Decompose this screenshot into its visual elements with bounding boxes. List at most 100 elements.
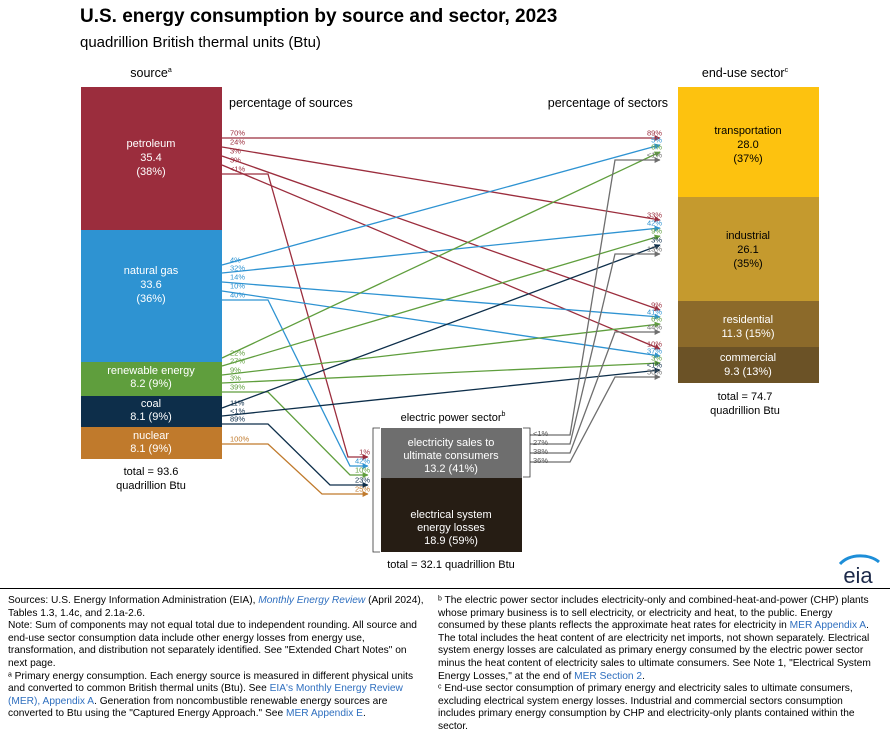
pct-transportation-3: <1% [647,151,663,160]
natural-gas-label: natural gas [124,265,179,277]
flow-renewable-industrial [221,234,661,367]
nuclear-label: nuclear [133,430,169,442]
sector-header: end-use sectorc [702,66,789,80]
renewable-box [81,362,222,396]
mer-link[interactable]: Monthly Energy Review [258,595,366,606]
residential-label: residential [723,314,773,326]
pct-commercial-2: 3% [651,354,662,363]
nuclear-box [81,427,222,459]
pct-electric-out-3: 36% [533,456,548,465]
sources-note: Sources: U.S. Energy Information Adminis… [8,595,424,619]
mer-appendix-a-link-2[interactable]: MER Appendix A [789,620,867,632]
flow-electric-industrial [530,251,661,445]
mer-section-2-link[interactable]: MER Section 2 [574,670,643,682]
pct-commercial-4: 50% [647,368,662,377]
flow-electric-commercial [530,374,661,463]
pct-petroleum-4: <1% [230,165,246,174]
pct-natural-gas-3: 10% [230,282,245,291]
electricity-sales-box [381,428,522,478]
eia-logo: eia [838,554,880,586]
flow-gas-electric [222,299,369,469]
flow-renewable-electric [222,391,369,478]
pct-industrial-1: 42% [647,219,662,228]
flow-petroleum-industrial [221,146,661,223]
pct-natural-gas-1: 32% [230,264,245,273]
flow-coal-commercial [221,367,661,417]
electric-input-bracket [372,427,380,553]
pct-commercial-0: 10% [647,340,662,349]
natural-gas-box [81,230,222,362]
flow-petroleum-residential [221,155,661,312]
pct-renewable-3: 3% [230,374,241,383]
pct-renewable-0: 22% [230,349,245,358]
pct-residential-2: 6% [651,315,662,324]
losses-label-2: energy losses [417,522,485,534]
industrial-label: industrial [726,230,770,242]
electrical-losses-box [381,478,522,552]
petroleum-value: 35.4 [140,152,161,164]
coal-box [81,396,222,427]
electric-total: total = 32.1 quadrillion Btu [387,559,515,571]
pct-industrial-3: 3% [651,236,662,245]
renewable-label: renewable energy [107,365,195,377]
pct-transportation-1: 5% [651,136,662,145]
footer-left: Sources: U.S. Energy Information Adminis… [8,595,428,721]
pct-coal-0: 11% [230,399,245,408]
industrial-box [678,197,819,301]
flow-gas-residential [221,281,661,320]
sources-total-unit: quadrillion Btu [116,480,186,492]
pct-petroleum-3: 3% [230,156,241,165]
pct-electric-in-4: 25% [355,485,370,494]
pct-industrial-2: 9% [651,227,662,236]
pct-sectors-label: percentage of sectors [548,96,668,110]
renewable-value: 8.2 (9%) [130,378,172,390]
pct-sources-label: percentage of sources [229,96,353,110]
sources-total: total = 93.6 [124,466,179,478]
transportation-box [678,87,819,197]
eia-logo-arc [838,554,880,566]
pct-petroleum-1: 24% [230,138,245,147]
footnote-b: ᵇ The electric power sector includes ele… [438,595,871,682]
natural-gas-pct: (36%) [136,293,165,305]
pct-electric-in-3: 23% [355,476,370,485]
pct-electric-in-1: 42% [355,457,370,466]
sectors-total-unit: quadrillion Btu [710,405,780,417]
pct-electric-in-0: 1% [359,448,370,457]
pct-residential-0: 9% [651,301,662,310]
transportation-value: 28.0 [737,139,758,151]
pct-electric-out-1: 27% [533,438,548,447]
pct-petroleum-2: 3% [230,147,241,156]
electricity-sales-value: 13.2 (41%) [424,463,478,475]
commercial-value: 9.3 (13%) [724,366,772,378]
footer-right: ᵇ The electric power sector includes ele… [438,595,878,734]
pct-residential-3: 44% [647,323,662,332]
chart-title: U.S. energy consumption by source and se… [80,6,558,27]
flow-gas-commercial [221,290,661,359]
natural-gas-value: 33.6 [140,279,161,291]
pct-renewable-1: 27% [230,357,245,366]
commercial-label: commercial [720,352,776,364]
pct-commercial-3: <1% [647,361,663,370]
flow-petroleum-commercial [221,164,661,350]
mer-appendix-a-link[interactable]: EIA's Monthly Energy Review (MER), Appen… [8,683,403,707]
mer-appendix-e-link[interactable]: MER Appendix E [285,708,363,720]
pct-natural-gas-0: 4% [230,256,241,265]
pct-transportation-0: 89% [647,129,662,138]
residential-box [678,301,819,347]
pct-renewable-2: 9% [230,366,241,375]
flow-coal-industrial [221,244,661,409]
pct-transportation-2: 6% [651,143,662,152]
pct-commercial-1: 37% [647,347,662,356]
petroleum-box [81,87,222,230]
losses-value: 18.9 (59%) [424,535,478,547]
flow-renewable-residential [221,321,661,376]
pct-nuclear-0: 100% [230,435,250,444]
flow-gas-industrial [221,225,661,274]
electric-output-bracket [523,427,531,478]
pct-natural-gas-2: 14% [230,273,245,282]
flow-nuclear-electric [222,443,369,497]
pct-industrial-0: 33% [647,211,662,220]
pct-coal-1: <1% [230,407,246,416]
eia-logo-text: eia [843,563,873,586]
percentage-labels: 70%24%3%3%<1%4%32%14%10%40%22%27%9%3%39%… [230,129,662,494]
